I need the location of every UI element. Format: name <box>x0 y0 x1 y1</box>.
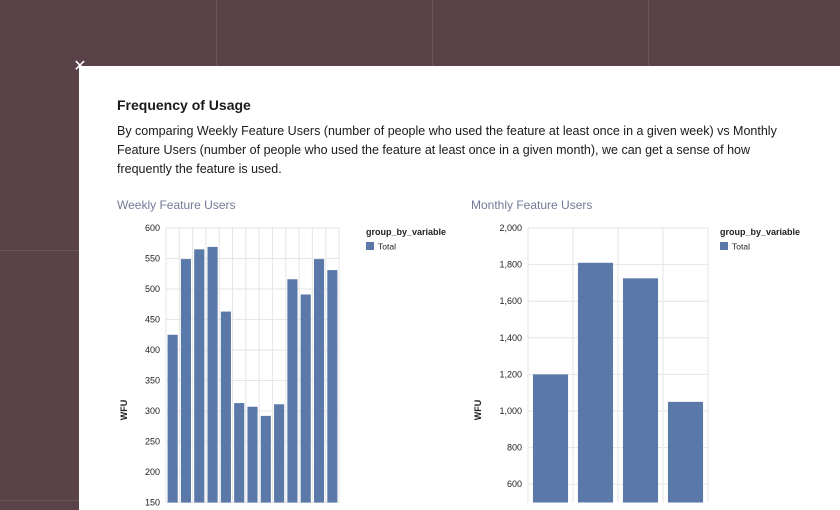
background-gridline <box>432 0 433 66</box>
background-gridline <box>648 0 649 66</box>
y-tick-label: 600 <box>507 479 522 489</box>
chart-title: Weekly Feature Users <box>117 198 236 212</box>
chart-title: Monthly Feature Users <box>471 198 593 212</box>
y-tick-label: 1,600 <box>499 296 522 306</box>
y-tick-label: 1,000 <box>499 406 522 416</box>
y-tick-label: 450 <box>145 315 160 325</box>
y-tick-label: 500 <box>145 284 160 294</box>
monthly-bar <box>532 374 569 503</box>
monthly-bar <box>667 401 704 503</box>
weekly-bar <box>313 259 325 503</box>
y-tick-label: 350 <box>145 376 160 386</box>
y-tick-label: 800 <box>507 443 522 453</box>
weekly-bar <box>247 406 258 503</box>
monthly-bar <box>622 278 659 503</box>
weekly-bar <box>274 404 285 503</box>
legend-swatch <box>366 242 374 250</box>
y-tick-label: 1,800 <box>499 260 522 270</box>
modal-title: Frequency of Usage <box>117 97 251 113</box>
background-gridline <box>216 0 217 66</box>
y-tick-label: 2,000 <box>499 223 522 233</box>
monthly-bar <box>577 262 614 503</box>
y-tick-label: 550 <box>145 254 160 264</box>
weekly-bar <box>300 294 311 503</box>
y-axis-label: WFU <box>473 400 483 421</box>
background-gridline <box>0 500 79 501</box>
y-tick-label: 1,400 <box>499 333 522 343</box>
weekly-chart-svg: 150 200 250 300 350 400 450 500 550 600 WFU group_b… <box>119 223 446 508</box>
y-tick-label: 600 <box>145 223 160 233</box>
y-tick-label: 150 <box>145 498 160 508</box>
monthly-chart-svg: 600 800 1,000 1,200 1,400 1,600 1,800 2,000 WFU g… <box>473 223 800 503</box>
weekly-bar <box>180 259 192 503</box>
background-gridline <box>0 250 79 251</box>
weekly-bar <box>287 279 298 503</box>
weekly-bar <box>327 270 338 503</box>
weekly-bar <box>207 246 218 503</box>
modal-description: By comparing Weekly Feature Users (numbe… <box>117 124 777 176</box>
weekly-feature-users-chart: Weekly Feature Users 150 200 250 300 350 400 4… <box>117 198 477 510</box>
weekly-bar <box>167 334 178 503</box>
legend-swatch <box>720 242 728 250</box>
weekly-bar <box>220 311 231 503</box>
legend-title: group_by_variable <box>720 227 800 237</box>
weekly-bar <box>234 403 245 503</box>
monthly-feature-users-chart: Monthly Feature Users 600 800 1,000 1,200 1,… <box>471 198 831 510</box>
y-tick-label: 200 <box>145 467 160 477</box>
legend-item-label: Total <box>732 242 750 252</box>
weekly-bar <box>194 249 205 503</box>
y-tick-label: 1,200 <box>499 369 522 379</box>
y-tick-label: 250 <box>145 437 160 447</box>
y-axis-label: WFU <box>119 400 129 421</box>
modal-dialog: Frequency of Usage By comparing Weekly F… <box>79 66 840 510</box>
y-tick-label: 300 <box>145 406 160 416</box>
y-tick-label: 400 <box>145 345 160 355</box>
weekly-bar <box>260 415 271 503</box>
legend-title: group_by_variable <box>366 227 446 237</box>
legend-item-label: Total <box>378 242 396 252</box>
